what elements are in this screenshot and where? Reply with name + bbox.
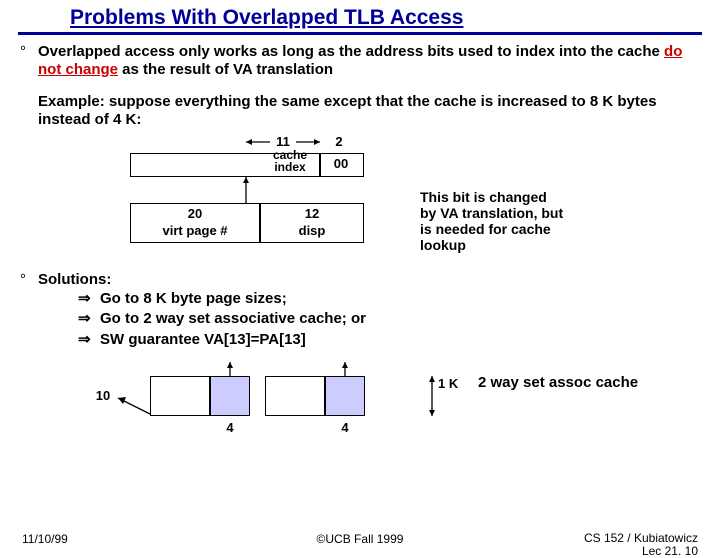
note-line-1: This bit is changed — [420, 189, 563, 205]
footer-course: CS 152 / Kubiatowicz Lec 21. 10 — [584, 532, 698, 558]
label-disp: disp — [260, 223, 364, 238]
label-2: 2 — [332, 134, 346, 149]
note-block: This bit is changed by VA translation, b… — [420, 189, 563, 253]
bullet-marker: ° — [20, 43, 38, 79]
label-12: 12 — [260, 206, 364, 221]
bullet1-post: as the result of VA translation — [118, 61, 333, 78]
solutions-head: Solutions: — [38, 271, 111, 289]
note-line-3: is needed for cache — [420, 221, 563, 237]
arrow-icon: ⇒ — [78, 330, 100, 350]
diagram-address-bits: 11 2 cache index 00 20 virt page # 12 di… — [0, 131, 720, 271]
label-4b: 4 — [325, 420, 365, 435]
label-4a: 4 — [210, 420, 250, 435]
solution-2-text: Go to 2 way set associative cache; or — [100, 310, 366, 327]
note-line-2: by VA translation, but — [420, 205, 563, 221]
bullet-marker-2: ° — [20, 271, 38, 289]
bullet-1: ° Overlapped access only works as long a… — [0, 35, 720, 79]
box-left-b — [210, 376, 250, 416]
solution-1: ⇒Go to 8 K byte page sizes; — [0, 289, 720, 309]
label-20: 20 — [130, 206, 260, 221]
label-cache-index: cache index — [262, 149, 318, 173]
arrow-icon: ⇒ — [78, 289, 100, 309]
label-virt-page: virt page # — [130, 223, 260, 238]
footer-right-2: Lec 21. 10 — [584, 545, 698, 558]
label-00: 00 — [326, 156, 356, 171]
label-1k: 1 K — [438, 376, 468, 391]
label-11: 11 — [270, 134, 296, 149]
solution-3: ⇒SW guarantee VA[13]=PA[13] — [0, 330, 720, 350]
solution-3-text: SW guarantee VA[13]=PA[13] — [100, 331, 306, 348]
label-10: 10 — [90, 388, 116, 403]
bullet-solutions: ° Solutions: — [0, 271, 720, 289]
label-assoc: 2 way set assoc cache — [478, 374, 638, 391]
solution-1-text: Go to 8 K byte page sizes; — [100, 290, 287, 307]
slide-title: Problems With Overlapped TLB Access — [70, 6, 463, 29]
example-text: Example: suppose everything the same exc… — [0, 79, 720, 129]
footer-right-1: CS 152 / Kubiatowicz — [584, 532, 698, 545]
diagram-assoc-cache: 10 4 4 1 K 2 way set assoc cache — [0, 354, 720, 449]
box-left-a — [150, 376, 210, 416]
box-right-a — [265, 376, 325, 416]
bullet1-pre: Overlapped access only works as long as … — [38, 43, 664, 60]
example-body: Example: suppose everything the same exc… — [38, 93, 690, 129]
box-right-b — [325, 376, 365, 416]
arrow-icon: ⇒ — [78, 309, 100, 329]
note-line-4: lookup — [420, 237, 563, 253]
solution-2: ⇒Go to 2 way set associative cache; or — [0, 309, 720, 329]
